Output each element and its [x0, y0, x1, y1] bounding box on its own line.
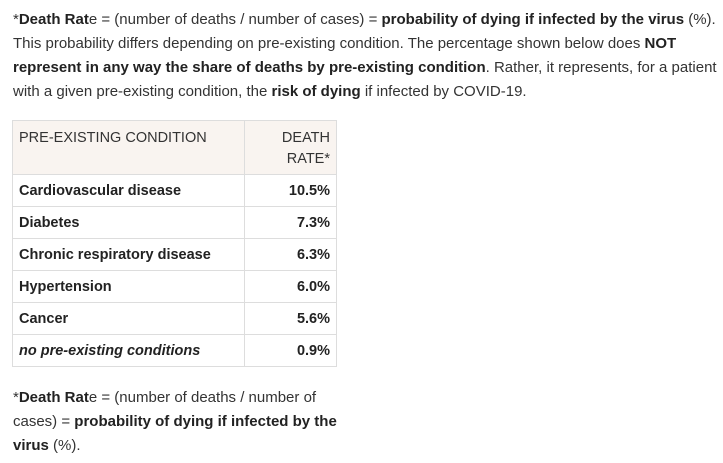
header-condition: PRE-EXISTING CONDITION: [12, 120, 245, 175]
intro-equation: = (number of deaths / number of cases) =: [97, 11, 382, 28]
table-header-row: PRE-EXISTING CONDITION DEATH RATE*: [12, 120, 337, 175]
death-rate-table-wrapper: PRE-EXISTING CONDITION DEATH RATE* Cardio…: [12, 120, 337, 367]
intro-not-statement: NOT represent in any way the share of de…: [13, 35, 677, 76]
intro-definition: probability of dying if infected by the …: [381, 11, 685, 28]
rate-cell: 6.3%: [244, 238, 337, 271]
header-death-rate: DEATH RATE*: [244, 120, 337, 175]
table-row: Chronic respiratory disease 6.3%: [12, 238, 337, 271]
intro-term: Death Rat: [18, 11, 89, 28]
table-row: no pre-existing conditions 0.9%: [12, 334, 337, 367]
condition-cell: Hypertension: [12, 270, 245, 303]
condition-cell: Diabetes: [12, 206, 245, 239]
rate-cell: 0.9%: [244, 334, 337, 367]
intro-term-rest: e: [88, 11, 98, 28]
footnote-asterisk: *: [13, 389, 19, 406]
table-row: Hypertension 6.0%: [12, 270, 337, 303]
table-row: Cardiovascular disease 10.5%: [12, 174, 337, 207]
header-death-rate-line2: RATE*: [286, 151, 330, 167]
footnote-equation: = (number of deaths / number of cases) =: [13, 389, 317, 430]
intro-paragraph: *Death Rate = (number of deaths / number…: [13, 8, 718, 104]
intro-end-text: if infected by COVID-19.: [360, 83, 527, 100]
table-row: Cancer 5.6%: [12, 302, 337, 335]
condition-cell: Chronic respiratory disease: [12, 238, 245, 271]
rate-cell: 6.0%: [244, 270, 337, 303]
footnote-end-text: (%).: [48, 437, 81, 454]
intro-percent-text: (%). This probability differs depending …: [13, 11, 716, 52]
footnote-paragraph: *Death Rate = (number of deaths / number…: [13, 386, 353, 458]
rate-cell: 10.5%: [244, 174, 337, 207]
rate-cell: 5.6%: [244, 302, 337, 335]
intro-risk: risk of dying: [271, 83, 361, 100]
footnote-term-rest: e: [88, 389, 98, 406]
intro-rather-text: . Rather, it represents, for a patient w…: [13, 59, 717, 100]
intro-asterisk: *: [13, 11, 19, 28]
footnote-term: Death Rat: [18, 389, 89, 406]
death-rate-table: PRE-EXISTING CONDITION DEATH RATE* Cardio…: [12, 120, 337, 367]
condition-cell: Cardiovascular disease: [12, 174, 245, 207]
rate-cell: 7.3%: [244, 206, 337, 239]
table-row: Diabetes 7.3%: [12, 206, 337, 239]
condition-cell: no pre-existing conditions: [12, 334, 245, 367]
footnote-definition: probability of dying if infected by the …: [13, 413, 337, 454]
header-death-rate-line1: DEATH: [281, 130, 330, 146]
condition-cell: Cancer: [12, 302, 245, 335]
